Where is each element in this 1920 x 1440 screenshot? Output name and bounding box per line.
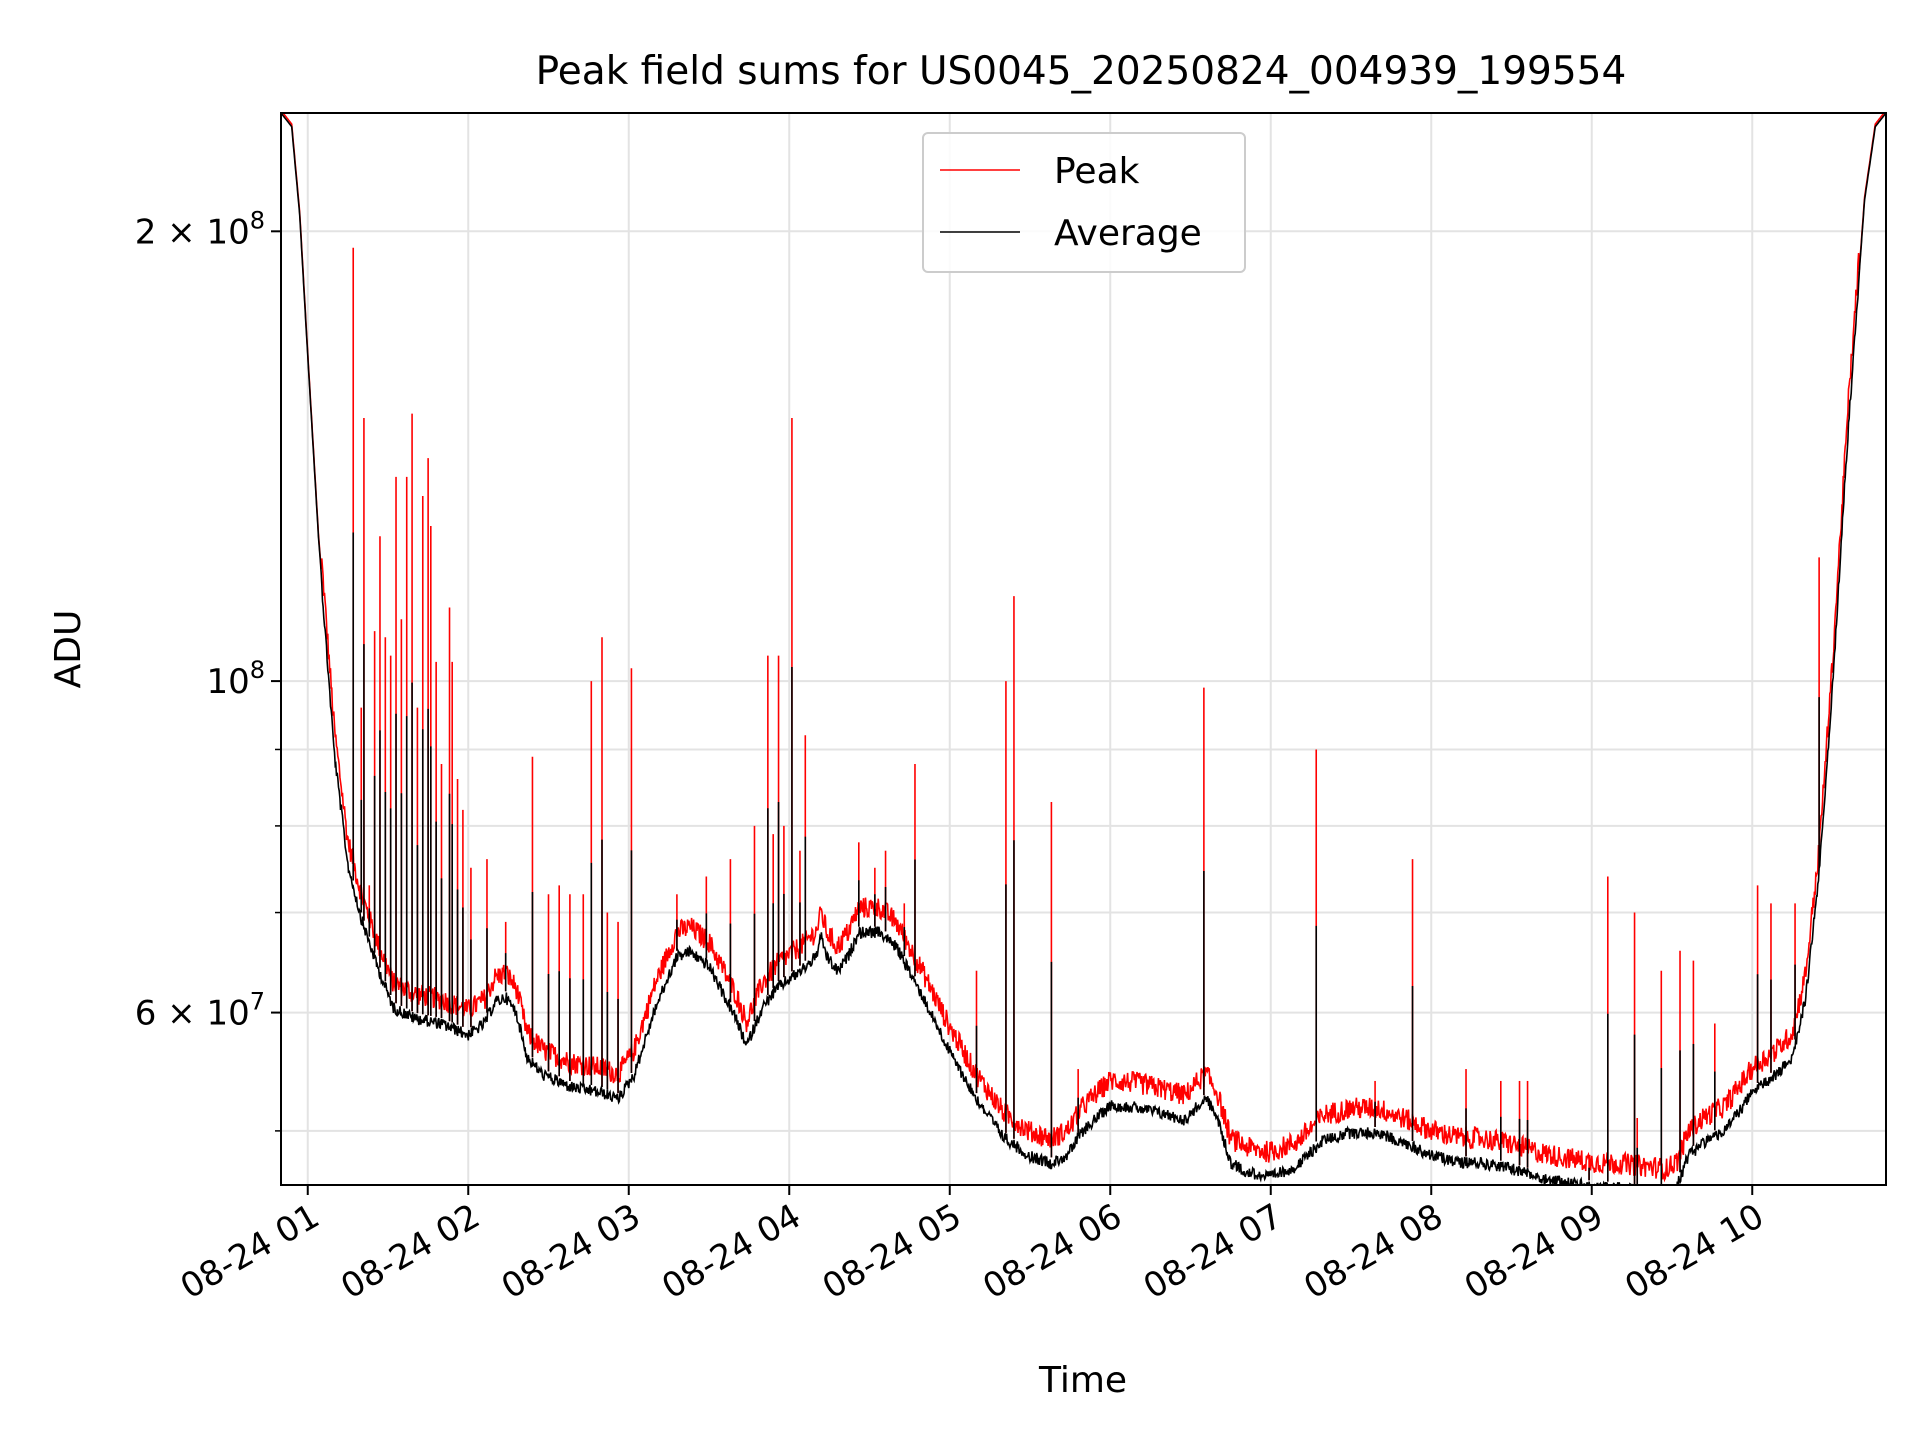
legend-label-average: Average bbox=[1054, 213, 1202, 254]
axes-frame bbox=[280, 112, 1887, 1186]
y-tick-label: 108 bbox=[206, 656, 265, 702]
series-line-average bbox=[281, 113, 1886, 1185]
y-axis-label: ADU bbox=[48, 610, 89, 689]
chart-title: Peak field sums for US0045_20250824_0049… bbox=[536, 49, 1627, 94]
y-tick-label: 6 × 107 bbox=[135, 988, 265, 1034]
legend: Peak Average bbox=[922, 132, 1246, 273]
x-axis-label: Time bbox=[1038, 1360, 1127, 1401]
legend-box bbox=[922, 132, 1246, 273]
y-axis: 108 2 × 108 6 × 107 bbox=[135, 206, 281, 1132]
y-tick-label: 2 × 108 bbox=[135, 206, 265, 252]
plot-area bbox=[281, 113, 1886, 1185]
legend-label-peak: Peak bbox=[1054, 151, 1140, 192]
